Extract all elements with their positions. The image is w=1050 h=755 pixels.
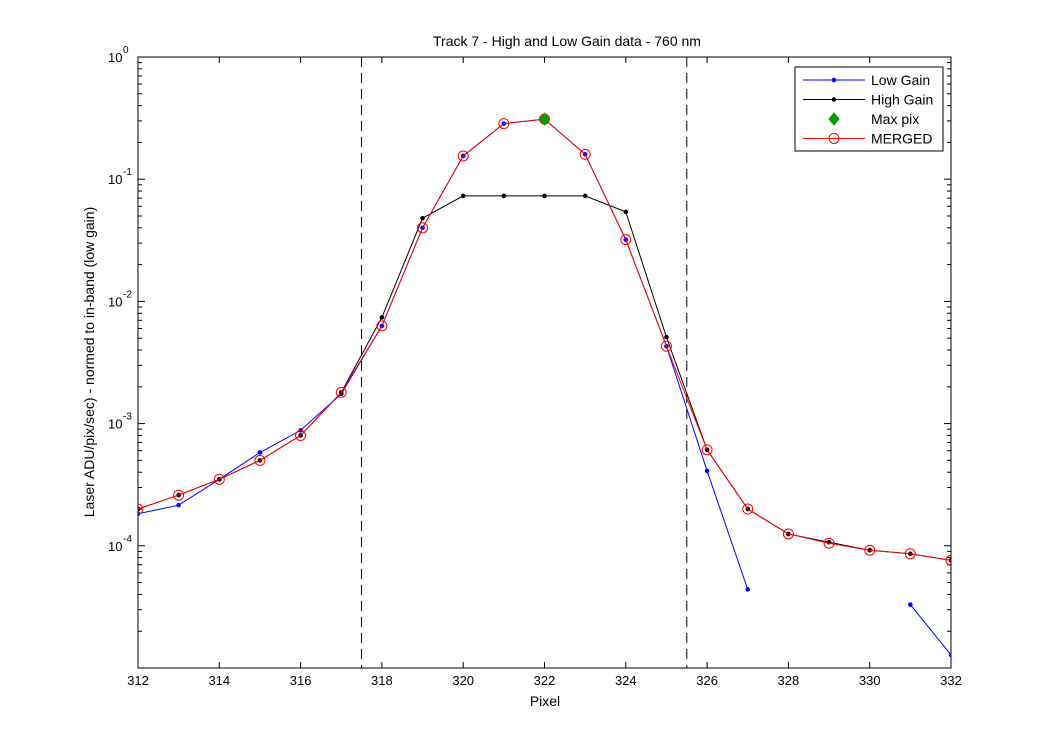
data-point: [582, 193, 588, 199]
data-point: [828, 112, 840, 126]
data-point: [664, 334, 669, 340]
data-point: [828, 133, 840, 144]
y-tick-label: 10 0: [108, 45, 129, 65]
x-tick-label: 328: [778, 673, 800, 688]
legend: Low Gain High Gain Max pix MERGED: [794, 66, 944, 152]
x-tick-label: 332: [940, 673, 962, 688]
y-tick-label-base: 10: [108, 50, 122, 65]
data-point: [542, 193, 547, 199]
data-point: [498, 118, 510, 130]
legend-entry: Low Gain: [803, 72, 930, 88]
y-tick-label-exponent: -1: [123, 167, 132, 178]
x-tick-label: 324: [615, 673, 637, 688]
data-point: [257, 450, 263, 455]
x-tick-label: 316: [290, 673, 312, 688]
y-tick-label: 10 -1: [108, 167, 132, 187]
data-point: [254, 454, 266, 466]
data-point: [501, 193, 507, 199]
data-point: [823, 537, 835, 549]
data-point: [295, 429, 307, 441]
data-point: [538, 112, 551, 126]
data-point: [457, 150, 469, 162]
legend-entry: MERGED: [803, 131, 932, 147]
y-tick-label-exponent: -3: [123, 412, 132, 423]
y-tick-label-base: 10: [108, 172, 122, 187]
data-point: [460, 193, 466, 199]
data-point: [379, 315, 385, 320]
data-point: [176, 502, 181, 508]
x-tick-label: 320: [452, 673, 474, 688]
data-point: [335, 386, 347, 398]
data-point: [745, 587, 751, 592]
data-point: [420, 215, 425, 221]
data-point: [864, 544, 876, 556]
data-point: [579, 148, 591, 160]
legend-box: [794, 66, 944, 152]
legend-label: Low Gain: [871, 72, 930, 88]
x-tick-label: 322: [534, 673, 556, 688]
y-tick-label: 10 -3: [108, 412, 132, 432]
data-point: [831, 97, 837, 102]
y-tick-label-base: 10: [108, 417, 122, 432]
legend-label: High Gain: [871, 92, 933, 108]
data-point: [904, 548, 916, 560]
y-axis-label: Laser ADU/pix/sec) - normed to in-band (…: [81, 207, 97, 517]
y-tick-label: 10 -4: [108, 534, 132, 554]
x-tick-label: 314: [208, 673, 230, 688]
data-point: [831, 77, 837, 83]
legend-entry: Max pix: [828, 111, 919, 127]
data-point: [623, 209, 629, 215]
series-max-pix: [538, 112, 551, 126]
data-point: [948, 652, 951, 658]
y-tick-label-base: 10: [108, 539, 122, 554]
chart-title: Track 7 - High and Low Gain data - 760 n…: [433, 33, 701, 49]
data-point: [701, 444, 713, 456]
x-tick-label: 312: [127, 673, 149, 688]
y-tick-label-exponent: -2: [123, 289, 132, 300]
data-point: [620, 234, 632, 246]
data-point: [704, 468, 710, 474]
y-tick-label-base: 10: [108, 294, 122, 309]
data-point: [660, 340, 672, 352]
data-point: [213, 473, 225, 485]
data-point: [138, 503, 144, 515]
series-layer: [138, 112, 951, 658]
x-tick-label: 326: [696, 673, 718, 688]
data-point: [945, 554, 951, 566]
data-point: [742, 503, 754, 515]
y-tick-label: 10 -2: [108, 289, 132, 309]
x-axis-label: Pixel: [530, 693, 560, 709]
y-tick-label-exponent: 0: [123, 45, 129, 56]
data-point: [417, 222, 429, 234]
x-tick-label: 318: [371, 673, 393, 688]
data-point: [173, 489, 185, 501]
data-point: [782, 528, 794, 540]
legend-entry: High Gain: [803, 92, 933, 108]
data-point: [908, 602, 913, 607]
x-tick-label: 330: [859, 673, 881, 688]
legend-label: MERGED: [871, 131, 932, 147]
legend-label: Max pix: [871, 111, 919, 127]
data-point: [376, 320, 388, 332]
y-tick-label-exponent: -4: [123, 534, 132, 545]
